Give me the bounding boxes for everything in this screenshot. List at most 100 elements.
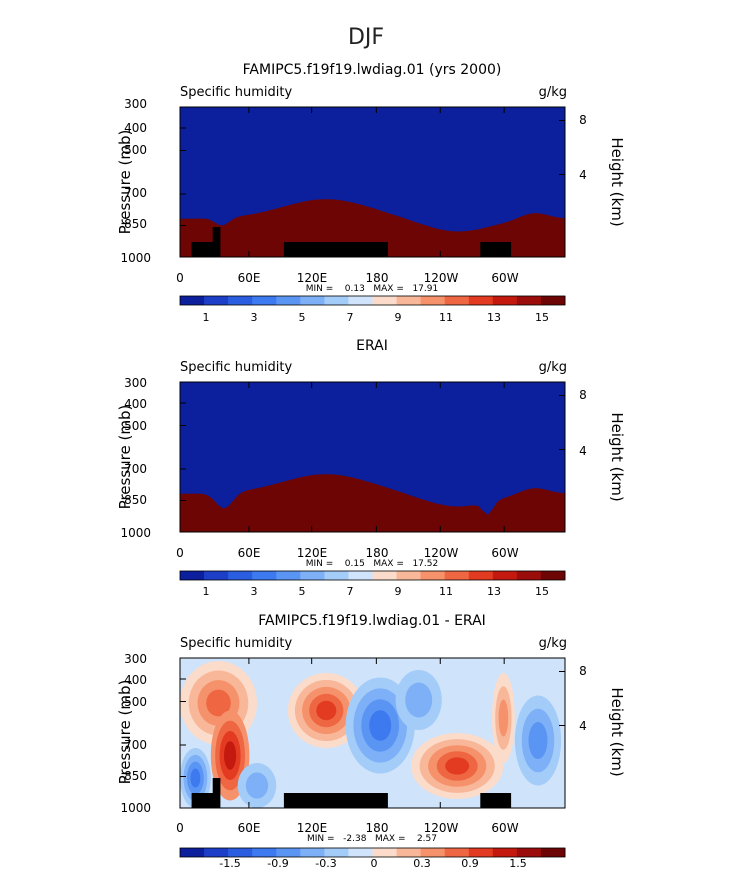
y-tick-label: 500: [124, 419, 147, 433]
colorbar-swatch: [180, 848, 205, 857]
colorbar-label: 0.9: [461, 857, 479, 870]
colorbar-swatch: [468, 296, 494, 305]
y-tick-label: 300: [124, 97, 147, 111]
colorbar-label: -0.9: [267, 857, 288, 870]
axis-ticks: [179, 106, 565, 258]
contour-band: [498, 699, 509, 737]
colorbar-frame: [179, 570, 566, 581]
colorbar-swatch: [252, 296, 277, 305]
y2-axis-title: Height (km): [608, 412, 626, 501]
x-tick-label: 120E: [297, 546, 328, 560]
colorbar-swatch: [300, 296, 325, 305]
panel-model: FAMIPC5.f19f19.lwdiag.01 (yrs 2000) Spec…: [116, 62, 626, 324]
min-max-stats: MIN = -2.38 MAX = 2.57: [307, 834, 437, 844]
colorbar-frame: [179, 847, 566, 858]
colorbar-label: 7: [347, 311, 354, 324]
left-label: Specific humidity: [180, 636, 292, 651]
colorbar: [179, 570, 566, 581]
y-axis-title: Pressure (mb): [116, 130, 134, 235]
contour-field: [180, 658, 565, 808]
topography-block: [191, 793, 215, 808]
y2-tick-label: 4: [579, 719, 587, 733]
colorbar-label: 15: [535, 311, 549, 324]
colorbar-swatch: [492, 571, 518, 580]
x-tick-label: 60E: [238, 271, 261, 285]
colorbar-label: 7: [347, 585, 354, 598]
colorbar-swatch: [180, 571, 205, 580]
topography-mask: [191, 227, 512, 257]
colorbar-swatch: [516, 571, 542, 580]
colorbar-label: 11: [439, 585, 453, 598]
y-tick-label: 400: [124, 673, 147, 687]
y-tick-label: 850: [124, 493, 147, 507]
colorbar-swatch: [228, 848, 253, 857]
contour-band: [445, 757, 470, 775]
colorbar-swatch: [516, 296, 542, 305]
colorbar-label: 15: [535, 585, 549, 598]
x-tick-label: 120E: [297, 271, 328, 285]
colorbar-label: 3: [251, 311, 258, 324]
panel-title: FAMIPC5.f19f19.lwdiag.01 (yrs 2000): [243, 62, 502, 78]
plot-frame: [179, 106, 566, 258]
y-tick-label: 850: [124, 217, 147, 231]
colorbar-swatch: [300, 848, 325, 857]
colorbar-swatch: [540, 848, 566, 857]
x-tick-label: 120W: [424, 271, 459, 285]
colorbar-swatch: [324, 571, 349, 580]
y2-tick-label: 8: [579, 664, 587, 678]
colorbar-label: 9: [395, 311, 402, 324]
y2-tick-label: 8: [579, 113, 587, 127]
panel-difference: FAMIPC5.f19f19.lwdiag.01 - ERAI Specific…: [116, 613, 626, 870]
x-tick-label: 180: [366, 546, 389, 560]
x-tick-label: 60W: [491, 271, 518, 285]
x-tick-label: 0: [176, 271, 184, 285]
colorbar-swatch: [204, 848, 229, 857]
colorbar-swatch: [324, 296, 349, 305]
contour-band: [224, 741, 237, 770]
colorbar-swatch: [540, 296, 566, 305]
colorbar-swatch: [444, 571, 470, 580]
colorbar-swatch: [228, 571, 253, 580]
min-max-stats: MIN = 0.15 MAX = 17.52: [306, 559, 438, 569]
y-tick-label: 850: [124, 769, 147, 783]
y-tick-label: 300: [124, 376, 147, 390]
contour-band: [206, 689, 231, 717]
topography-block: [191, 242, 215, 257]
colorbar-label: 3: [251, 585, 258, 598]
contour-band: [369, 710, 392, 741]
colorbar-swatch: [444, 848, 470, 857]
axis-ticks: [179, 657, 565, 809]
min-max-stats: MIN = 0.13 MAX = 17.91: [306, 284, 438, 294]
y-tick-label: 700: [124, 738, 147, 752]
colorbar-label: 9: [395, 585, 402, 598]
colorbar-label: 5: [299, 311, 306, 324]
panel-title: FAMIPC5.f19f19.lwdiag.01 - ERAI: [258, 613, 486, 629]
x-tick-label: 60E: [238, 821, 261, 835]
colorbar-label: -0.3: [315, 857, 336, 870]
contour-band: [180, 382, 565, 515]
y-tick-label: 300: [124, 652, 147, 666]
colorbar-swatch: [204, 296, 229, 305]
colorbar-swatch: [396, 571, 422, 580]
y2-tick-label: 4: [579, 168, 587, 182]
x-tick-label: 180: [366, 271, 389, 285]
colorbar-swatch: [180, 296, 205, 305]
x-tick-label: 60E: [238, 546, 261, 560]
contour-band: [528, 722, 548, 759]
units-label: g/kg: [539, 85, 567, 100]
colorbar-label: 1.5: [509, 857, 527, 870]
contour-band: [316, 700, 337, 721]
colorbar-swatch: [492, 296, 518, 305]
contour-field: [180, 382, 565, 532]
colorbar-swatch: [300, 571, 325, 580]
y-axis-title: Pressure (mb): [116, 405, 134, 510]
colorbar-swatch: [372, 571, 397, 580]
topography-block: [283, 242, 388, 257]
y-tick-label: 500: [124, 143, 147, 157]
contour-band: [405, 682, 433, 718]
y-tick-label: 700: [124, 462, 147, 476]
y-tick-label: 1000: [120, 801, 151, 815]
y2-axis-title: Height (km): [608, 687, 626, 776]
x-tick-label: 60W: [491, 546, 518, 560]
